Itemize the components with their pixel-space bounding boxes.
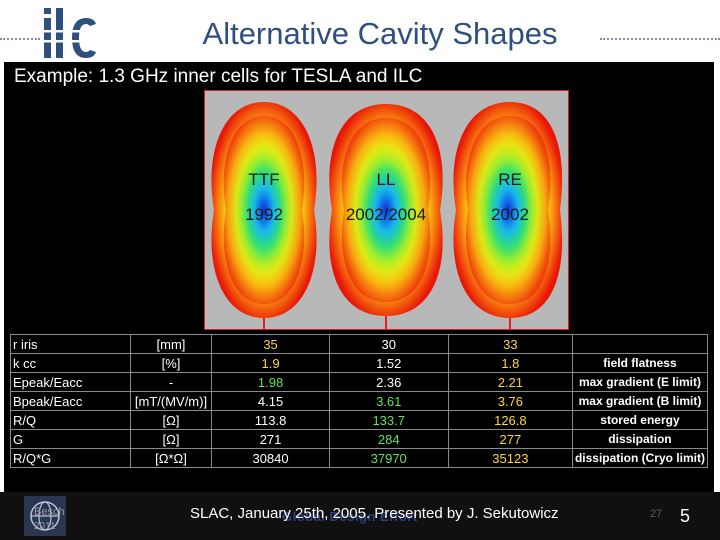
value-cell: 133.7 [328,410,449,430]
table-row: r iris [mm] 35 30 33 [10,334,709,354]
value-cell: 2.36 [328,372,449,392]
value-cell: 271 [211,429,330,449]
value-cell: 4.15 [211,391,330,411]
cavity-ttf [211,102,317,318]
page-title: Alternative Cavity Shapes [202,16,558,51]
slide-number-small: 27 [650,508,663,520]
value-cell: 30840 [211,448,330,468]
desc-cell [571,334,709,354]
page-number: 5 [680,506,691,526]
value-cell: 1.52 [328,353,449,373]
value-cell: 30 [328,334,449,354]
table-row: Epeak/Eacc - 1.98 2.36 2.21 max gradient… [10,372,709,392]
unit-cell: [mm] [129,334,213,354]
presented-by: SLAC, January 25th, 2005. Presented by J… [190,505,559,522]
table-row: G [Ω] 271 284 277 dissipation [10,429,709,449]
cavity-year-re: 2002 [491,205,529,224]
unit-cell: [%] [129,353,213,373]
value-cell: 35123 [447,448,573,468]
ilc-logo [38,8,102,58]
unit-cell: [Ω] [129,410,213,430]
value-cell: 37970 [328,448,449,468]
cavity-ll [329,104,443,316]
param-cell: R/Q*G [10,448,131,468]
value-cell: 1.8 [447,353,573,373]
cavity-field-plots [204,90,569,330]
table-row: R/Q*G [Ω*Ω] 30840 37970 35123 dissipatio… [10,448,709,468]
unit-cell: [Ω*Ω] [129,448,213,468]
desc-cell: max gradient (E limit) [571,372,709,392]
cavity-name-ttf: TTF [248,170,280,189]
value-cell: 2.21 [447,372,573,392]
desc-cell: max gradient (B limit) [571,391,709,411]
value-cell: 284 [328,429,449,449]
cavity-name-ll: LL [376,170,396,189]
param-cell: r iris [10,334,131,354]
example-heading: Example: 1.3 GHz inner cells for TESLA a… [14,66,423,87]
desc-cell: dissipation (Cryo limit) [571,448,709,468]
param-cell: G [10,429,131,449]
value-cell: 33 [447,334,573,354]
header-dots-right [600,38,720,42]
value-cell: 277 [447,429,573,449]
footer-bar: Besch 2011 Global Design Effort SLAC, Ja… [0,492,720,540]
desc-cell: dissipation [571,429,709,449]
footer-meta-1: Besch [34,506,65,518]
table-row: R/Q [Ω] 113.8 133.7 126.8 stored energy [10,410,709,430]
unit-cell: - [129,372,213,392]
param-cell: R/Q [10,410,131,430]
value-cell: 1.98 [211,372,330,392]
value-cell: 1.9 [211,353,330,373]
cavity-year-ll: 2002/2004 [345,205,427,224]
unit-cell: [Ω] [129,429,213,449]
gde-label: Global Design Effort [282,509,418,524]
globe-logo [24,496,66,536]
value-cell: 126.8 [447,410,573,430]
cavity-year-ttf: 1992 [245,205,283,224]
cavity-re [453,102,563,318]
desc-cell: stored energy [571,410,709,430]
param-cell: k cc [10,353,131,373]
cavity-name-re: RE [498,170,522,189]
value-cell: 3.76 [447,391,573,411]
param-cell: Bpeak/Eacc [10,391,131,411]
unit-cell: [mT/(MV/m)] [129,391,213,411]
parameter-table: r iris [mm] 35 30 33 k cc [%] 1.9 1.52 1… [10,334,709,468]
footer-meta-2: 2011 [34,521,56,532]
param-cell: Epeak/Eacc [10,372,131,392]
slide-panel: Example: 1.3 GHz inner cells for TESLA a… [4,62,714,492]
header-dots-left [0,38,40,42]
desc-cell: field flatness [571,353,709,373]
value-cell: 3.61 [328,391,449,411]
table-row: k cc [%] 1.9 1.52 1.8 field flatness [10,353,709,373]
value-cell: 35 [211,334,330,354]
value-cell: 113.8 [211,410,330,430]
table-row: Bpeak/Eacc [mT/(MV/m)] 4.15 3.61 3.76 ma… [10,391,709,411]
